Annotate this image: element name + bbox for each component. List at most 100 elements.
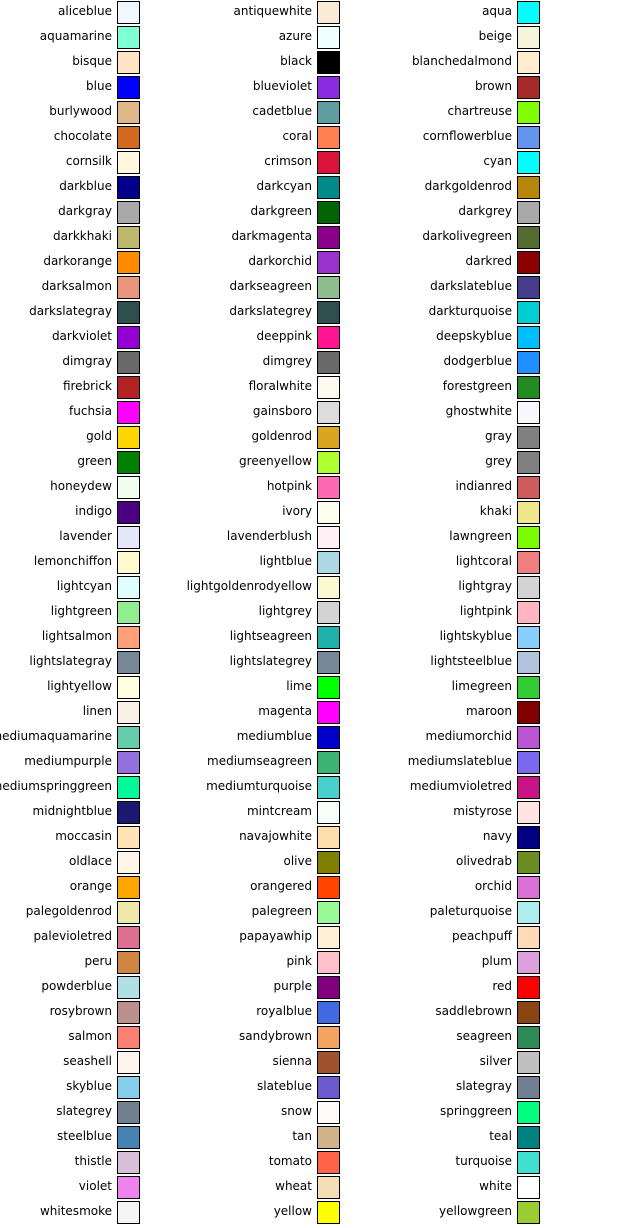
color-name-label: slateblue (257, 1079, 312, 1093)
color-swatch (517, 251, 540, 274)
color-name-label: fuchsia (69, 404, 112, 418)
color-swatch (517, 901, 540, 924)
color-name-label: wheat (275, 1179, 312, 1193)
color-swatch (317, 76, 340, 99)
color-name-label: olivedrab (455, 854, 512, 868)
color-swatch (117, 751, 140, 774)
color-name-label: darkmagenta (231, 229, 312, 243)
color-name-label: crimson (264, 154, 312, 168)
color-swatch (517, 1151, 540, 1174)
color-name-label: lavenderblush (226, 529, 312, 543)
color-swatch (317, 676, 340, 699)
color-swatch (517, 1026, 540, 1049)
color-name-label: tomato (268, 1154, 312, 1168)
color-name-label: navy (482, 829, 512, 843)
color-name-label: slategrey (56, 1104, 112, 1118)
color-swatch (517, 776, 540, 799)
color-swatch (117, 726, 140, 749)
color-swatch (517, 601, 540, 624)
color-name-label: darkolivegreen (422, 229, 512, 243)
color-name-label: lightgreen (50, 604, 112, 618)
color-swatch (317, 151, 340, 174)
color-name-label: forestgreen (442, 379, 512, 393)
color-name-label: mediumpurple (24, 754, 112, 768)
color-swatch (317, 926, 340, 949)
color-swatch (517, 101, 540, 124)
color-swatch (317, 401, 340, 424)
color-swatch (517, 751, 540, 774)
color-swatch (517, 276, 540, 299)
color-name-label: lime (286, 679, 312, 693)
color-name-label: mediumseagreen (207, 754, 312, 768)
color-name-label: cyan (483, 154, 512, 168)
color-name-label: black (280, 54, 312, 68)
color-swatch (117, 651, 140, 674)
color-swatch (117, 1076, 140, 1099)
color-name-label: orange (69, 879, 112, 893)
color-swatch (317, 276, 340, 299)
color-name-label: mediumorchid (425, 729, 512, 743)
color-swatch (117, 876, 140, 899)
color-swatch (517, 826, 540, 849)
color-swatch (517, 476, 540, 499)
color-name-label: mediumblue (236, 729, 312, 743)
color-swatch (317, 176, 340, 199)
color-swatch (117, 701, 140, 724)
color-swatch (517, 876, 540, 899)
color-swatch (117, 401, 140, 424)
color-name-label: firebrick (62, 379, 112, 393)
color-name-label: orchid (474, 879, 512, 893)
color-swatch (517, 451, 540, 474)
color-swatch (317, 776, 340, 799)
color-name-label: palegoldenrod (25, 904, 112, 918)
color-name-label: darkorchid (248, 254, 312, 268)
color-name-label: springgreen (439, 1104, 512, 1118)
color-name-label: darkseagreen (229, 279, 313, 293)
color-name-label: mistyrose (453, 804, 512, 818)
color-name-label: olive (283, 854, 313, 868)
color-swatch (317, 801, 340, 824)
color-swatch (117, 851, 140, 874)
color-name-label: dimgray (62, 354, 112, 368)
color-swatch (117, 151, 140, 174)
color-name-label: limegreen (451, 679, 512, 693)
color-name-label: white (479, 1179, 512, 1193)
color-name-label: mediumvioletred (409, 779, 512, 793)
color-name-label: violet (78, 1179, 112, 1193)
color-name-label: lightcoral (455, 554, 512, 568)
color-name-label: purple (273, 979, 313, 993)
color-swatch (117, 926, 140, 949)
color-name-label: thistle (74, 1154, 112, 1168)
color-swatch (317, 576, 340, 599)
color-swatch (317, 651, 340, 674)
color-swatch (117, 126, 140, 149)
color-swatch (517, 301, 540, 324)
color-name-label: green (77, 454, 112, 468)
color-name-label: lightgrey (258, 604, 312, 618)
color-swatch (117, 351, 140, 374)
color-name-label: lightgoldenrodyellow (186, 579, 312, 593)
color-name-label: blue (86, 79, 112, 93)
color-swatch (117, 1151, 140, 1174)
color-name-label: deeppink (256, 329, 312, 343)
color-swatch (117, 276, 140, 299)
color-name-label: lightyellow (47, 679, 112, 693)
color-swatch (317, 726, 340, 749)
color-swatch (317, 701, 340, 724)
color-swatch (517, 851, 540, 874)
color-swatch (317, 476, 340, 499)
color-name-label: darkorange (43, 254, 112, 268)
color-name-label: teal (489, 1129, 512, 1143)
color-swatch (317, 451, 340, 474)
color-name-label: lightsalmon (41, 629, 112, 643)
color-name-label: skyblue (66, 1079, 112, 1093)
color-name-label: rosybrown (49, 1004, 112, 1018)
color-name-label: moccasin (55, 829, 112, 843)
color-name-label: darkgrey (458, 204, 512, 218)
color-swatch (117, 526, 140, 549)
color-swatch (517, 176, 540, 199)
color-name-label: darkslateblue (430, 279, 512, 293)
color-swatch (317, 601, 340, 624)
color-name-label: seashell (63, 1054, 112, 1068)
color-name-label: lightgray (458, 579, 512, 593)
